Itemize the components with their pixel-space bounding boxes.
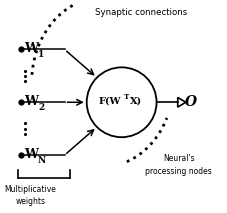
Circle shape (87, 67, 157, 137)
Text: N: N (38, 156, 46, 165)
Text: X): X) (130, 97, 142, 106)
Text: O: O (185, 95, 197, 109)
Text: T: T (124, 93, 130, 101)
Text: processing nodes: processing nodes (146, 167, 212, 176)
Text: W: W (24, 95, 38, 108)
Text: 2: 2 (38, 103, 44, 112)
Text: Synaptic connections: Synaptic connections (95, 8, 187, 17)
Text: Multiplicative: Multiplicative (5, 185, 57, 194)
Text: W: W (24, 148, 38, 161)
Text: F(W: F(W (98, 97, 121, 106)
Text: weights: weights (16, 197, 46, 206)
Text: Neural's: Neural's (163, 154, 195, 163)
Text: 1: 1 (38, 50, 44, 59)
Text: W: W (24, 42, 38, 55)
